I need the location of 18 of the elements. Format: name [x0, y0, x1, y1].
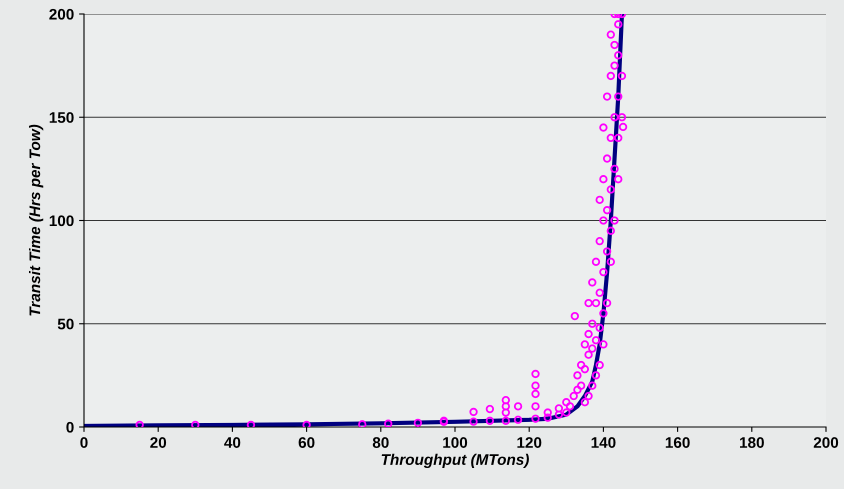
x-tick-label: 100 — [443, 437, 468, 448]
x-tick-label: 180 — [740, 437, 764, 448]
x-tick-label: 200 — [814, 437, 838, 448]
y-tick-label: 0 — [66, 422, 74, 433]
x-tick-label: 20 — [150, 437, 166, 448]
y-axis-title: Transit Time (Hrs per Tow) — [28, 124, 44, 316]
y-tick-label: 200 — [49, 8, 74, 20]
x-tick-label: 120 — [517, 437, 542, 448]
y-tick-label: 50 — [58, 318, 74, 330]
x-tick-label: 140 — [592, 437, 616, 448]
x-tick-label: 60 — [298, 437, 314, 448]
y-tick-label: 150 — [50, 112, 74, 123]
x-tick-label: 80 — [372, 437, 389, 448]
x-axis-title: Throughput (MTons) — [382, 454, 529, 468]
x-tick-label: 40 — [224, 437, 240, 448]
y-tick-label: 100 — [50, 215, 74, 226]
x-tick-label: 0 — [80, 437, 88, 448]
x-tick-label: 160 — [666, 437, 690, 448]
